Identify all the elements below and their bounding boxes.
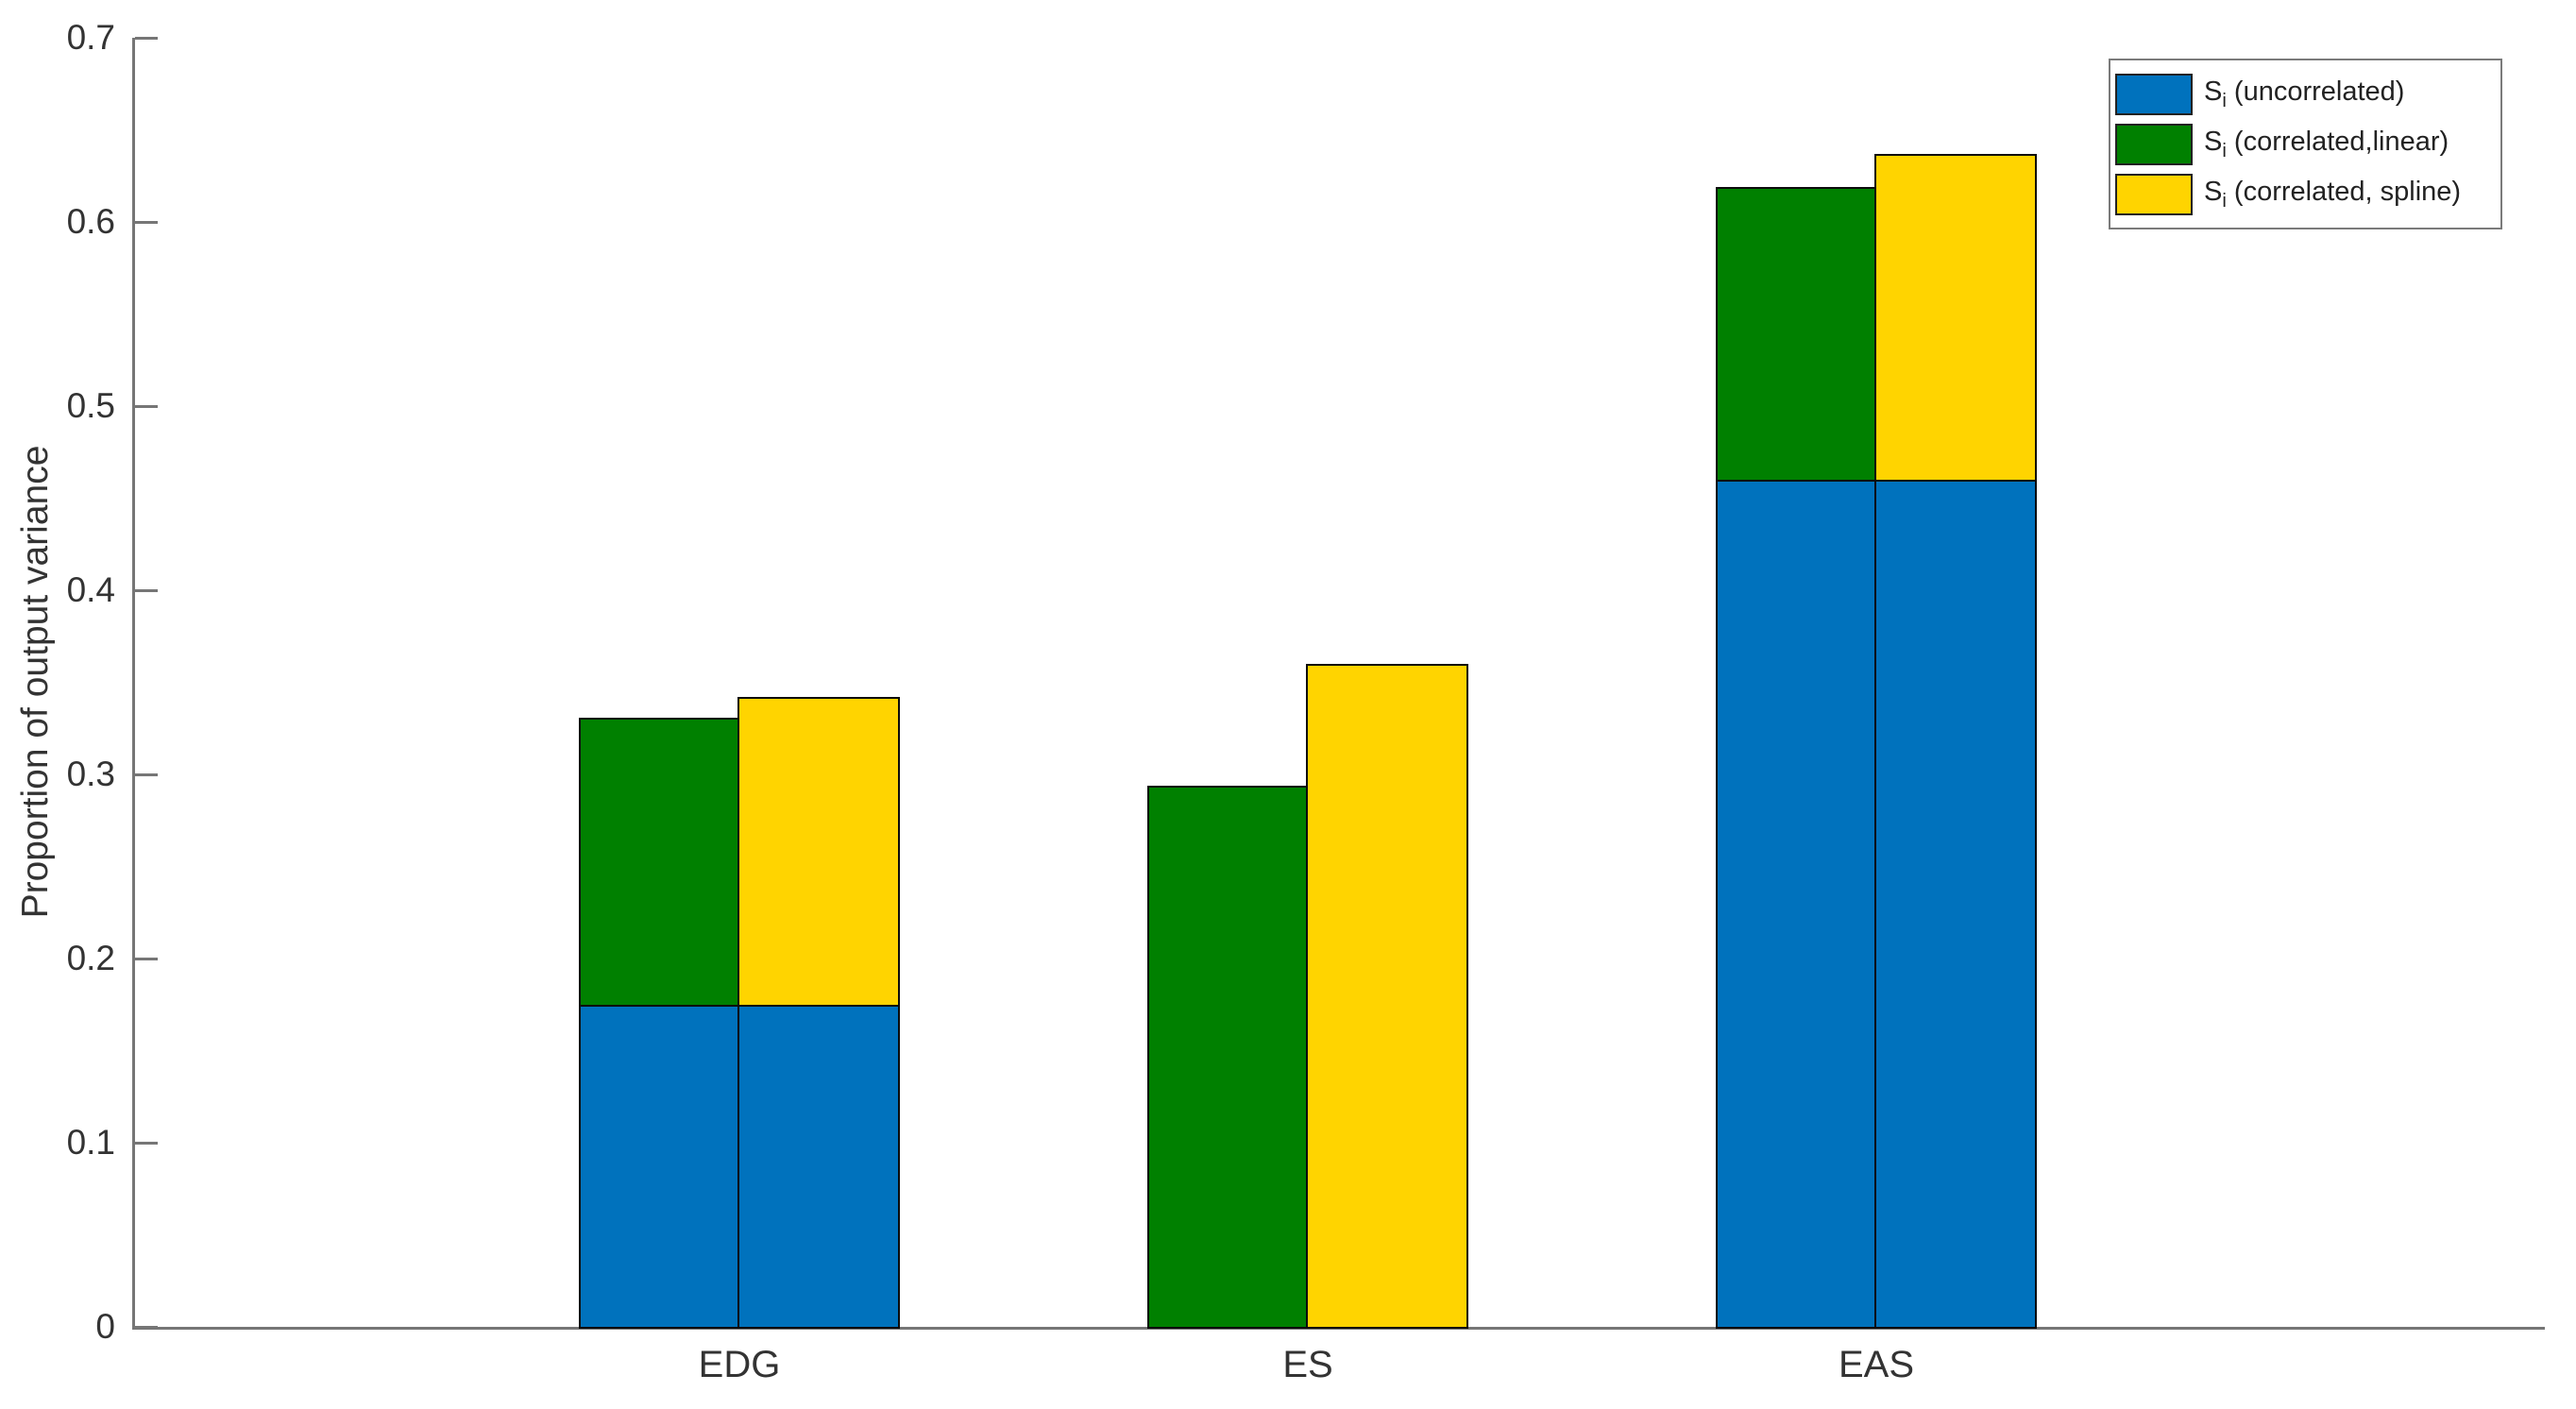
y-tick-label: 0.5 (66, 386, 115, 425)
bar-edg-spline-uncorrelated-segment (737, 1005, 900, 1329)
y-axis-line (132, 38, 135, 1330)
legend-label-correlated-linear: Si (correlated,linear) (2204, 126, 2449, 161)
legend-item-correlated-linear: Si (correlated,linear) (2110, 123, 2500, 165)
legend-item-correlated-spline: Si (correlated, spline) (2110, 173, 2500, 215)
bar-edg-linear-uncorrelated-segment (579, 1005, 741, 1329)
y-tick-label: 0.1 (66, 1123, 115, 1162)
y-tick (135, 1142, 158, 1145)
y-tick-label: 0.2 (66, 939, 115, 977)
y-tick-label: 0.7 (66, 18, 115, 57)
y-tick (135, 37, 158, 40)
bar-eas-spline-correlated-segment (1874, 154, 2037, 482)
legend-swatch-yellow (2115, 173, 2193, 215)
y-tick (135, 958, 158, 960)
x-tick-label-edg: EDG (698, 1344, 781, 1385)
bar-eas-linear-correlated-segment (1716, 187, 1878, 482)
y-tick (135, 589, 158, 592)
y-tick (135, 405, 158, 408)
legend-label-uncorrelated: Si (uncorrelated) (2204, 76, 2405, 111)
bar-es-linear-correlated-segment (1147, 786, 1310, 1329)
y-tick-label: 0.4 (66, 570, 115, 609)
y-tick-label: 0 (95, 1307, 115, 1346)
y-tick (135, 1326, 158, 1329)
y-tick (135, 221, 158, 224)
bar-eas-spline-uncorrelated-segment (1874, 480, 2037, 1329)
x-tick-label-eas: EAS (1838, 1344, 1915, 1385)
bar-edg-spline-correlated-segment (737, 697, 900, 1007)
legend-label-correlated-spline: Si (correlated, spline) (2204, 176, 2462, 212)
bar-edg-linear-correlated-segment (579, 718, 741, 1007)
y-tick-label: 0.3 (66, 755, 115, 793)
y-tick-label: 0.6 (66, 202, 115, 241)
legend-swatch-green (2115, 123, 2193, 165)
bar-es-spline-correlated-segment (1306, 664, 1468, 1329)
legend-swatch-blue (2115, 73, 2193, 115)
bar-eas-linear-uncorrelated-segment (1716, 480, 1878, 1329)
x-tick-label-es: ES (1282, 1344, 1333, 1385)
legend-item-uncorrelated: Si (uncorrelated) (2110, 73, 2500, 115)
y-tick (135, 773, 158, 776)
y-axis-label: Proportion of output variance (15, 445, 56, 919)
legend: Si (uncorrelated) Si (correlated,linear)… (2109, 59, 2502, 229)
